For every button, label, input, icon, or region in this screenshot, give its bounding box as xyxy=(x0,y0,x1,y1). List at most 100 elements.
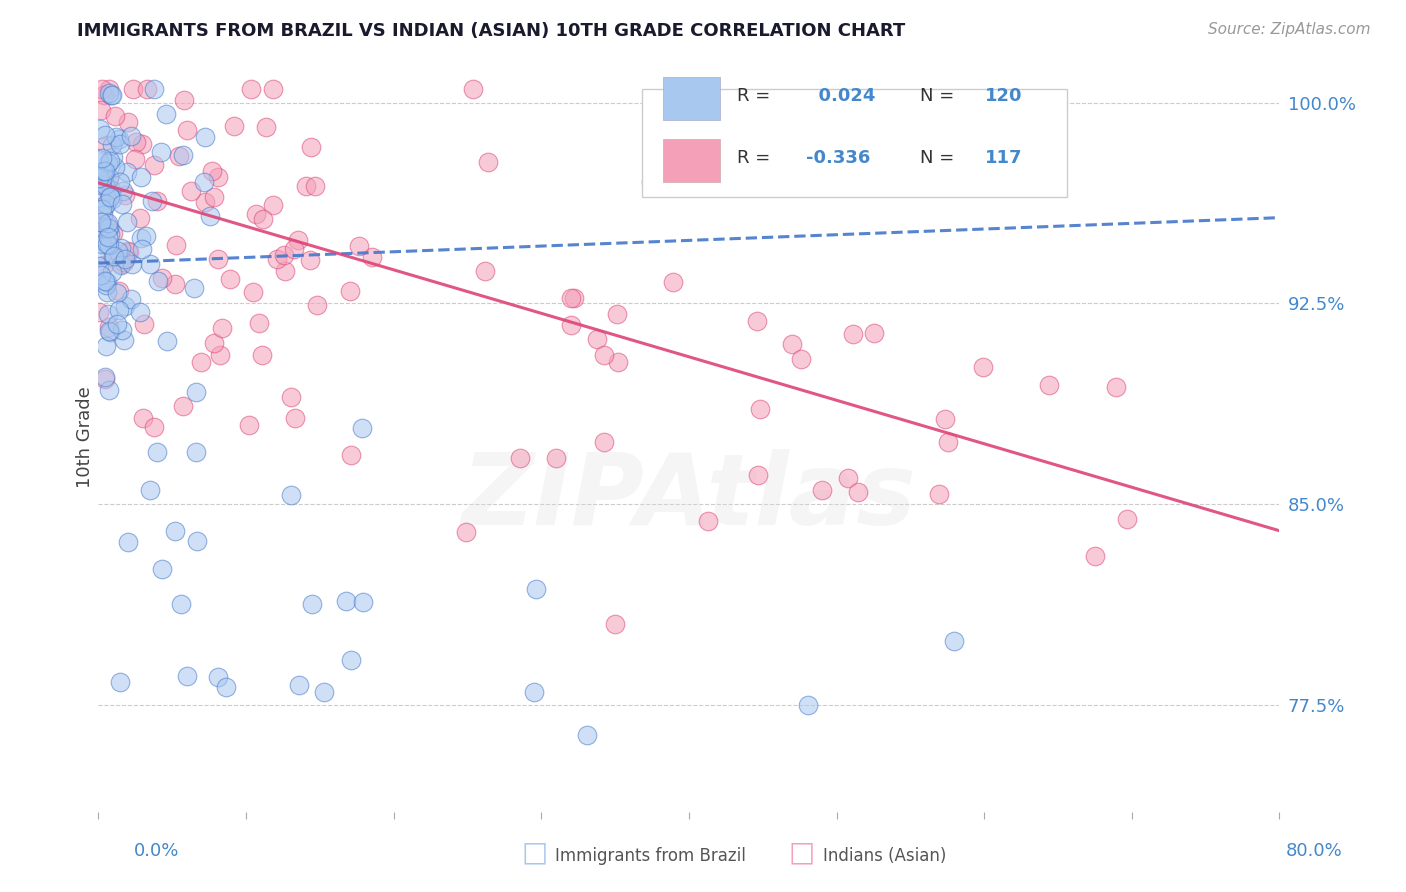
Point xyxy=(142,158,165,172)
Point xyxy=(544,450,567,465)
Point xyxy=(524,582,547,597)
Point xyxy=(91,237,114,252)
Point xyxy=(456,525,478,540)
Point xyxy=(90,214,112,228)
Point xyxy=(575,728,598,742)
Point xyxy=(117,535,139,549)
Point xyxy=(105,285,128,300)
Point xyxy=(176,669,198,683)
Point xyxy=(523,685,546,699)
Point xyxy=(142,420,165,434)
Point xyxy=(215,680,238,694)
Point xyxy=(167,149,190,163)
Point xyxy=(149,145,172,159)
Point xyxy=(250,348,273,362)
Point xyxy=(93,222,115,236)
Point xyxy=(262,82,284,96)
Point xyxy=(97,230,120,244)
Point xyxy=(117,165,139,179)
Point xyxy=(207,670,229,684)
Text: -0.336: -0.336 xyxy=(806,149,870,167)
Point xyxy=(91,208,114,222)
Point xyxy=(131,243,153,257)
Point xyxy=(252,212,274,227)
Point xyxy=(606,355,628,369)
Point xyxy=(592,434,614,449)
Point xyxy=(560,318,582,332)
Point xyxy=(165,238,187,252)
Point xyxy=(284,410,307,425)
Point xyxy=(97,324,120,338)
Point xyxy=(335,594,357,608)
Point xyxy=(207,170,229,185)
Point xyxy=(696,514,718,528)
Point xyxy=(842,326,865,341)
Point xyxy=(98,221,121,235)
Point xyxy=(224,119,246,133)
Point xyxy=(105,317,128,331)
Point xyxy=(94,339,117,353)
Point xyxy=(848,151,870,165)
Point xyxy=(238,417,260,432)
Point xyxy=(115,215,138,229)
Point xyxy=(247,316,270,330)
Point xyxy=(141,194,163,208)
Point xyxy=(112,333,135,347)
Point xyxy=(94,370,117,384)
Point xyxy=(136,82,159,96)
Point xyxy=(114,252,136,266)
Point xyxy=(103,250,125,264)
Point xyxy=(848,485,870,500)
Point xyxy=(184,444,207,458)
Point xyxy=(461,82,484,96)
Point xyxy=(477,155,499,169)
Point xyxy=(239,82,262,96)
Point xyxy=(98,190,121,204)
Point xyxy=(110,674,132,689)
Point xyxy=(93,169,115,184)
Point xyxy=(180,184,202,198)
Point xyxy=(254,120,277,135)
Point xyxy=(560,291,582,305)
Point xyxy=(94,178,117,192)
Point xyxy=(93,88,115,103)
Point xyxy=(165,524,187,539)
Point xyxy=(142,82,165,96)
Point xyxy=(200,209,222,223)
Point xyxy=(592,348,614,362)
Text: R =: R = xyxy=(737,149,770,167)
Text: N =: N = xyxy=(921,149,955,167)
Point xyxy=(304,179,326,194)
Point xyxy=(124,152,146,166)
Point xyxy=(263,197,285,211)
Text: 0.0%: 0.0% xyxy=(134,842,179,860)
Point xyxy=(114,187,136,202)
Point xyxy=(100,87,122,102)
Text: IMMIGRANTS FROM BRAZIL VS INDIAN (ASIAN) 10TH GRADE CORRELATION CHART: IMMIGRANTS FROM BRAZIL VS INDIAN (ASIAN)… xyxy=(77,22,905,40)
Text: Immigrants from Brazil: Immigrants from Brazil xyxy=(555,847,747,864)
Point xyxy=(120,129,142,144)
Point xyxy=(101,226,124,240)
Point xyxy=(245,207,267,221)
Point xyxy=(114,299,136,313)
Text: 120: 120 xyxy=(986,87,1024,105)
Point xyxy=(283,242,305,256)
Point xyxy=(96,237,118,252)
Point xyxy=(340,653,363,667)
Point xyxy=(94,137,117,152)
Point xyxy=(207,252,229,266)
Text: 117: 117 xyxy=(986,149,1024,167)
Point xyxy=(745,314,768,328)
Point xyxy=(218,272,240,286)
Point xyxy=(280,488,302,502)
FancyBboxPatch shape xyxy=(641,88,1067,197)
Point xyxy=(129,231,152,245)
Point xyxy=(98,154,121,169)
Point xyxy=(863,326,886,340)
Point xyxy=(274,264,297,278)
Point xyxy=(1105,379,1128,393)
Point xyxy=(98,383,121,397)
Point xyxy=(91,246,114,260)
Point xyxy=(101,150,124,164)
Point xyxy=(89,122,111,136)
